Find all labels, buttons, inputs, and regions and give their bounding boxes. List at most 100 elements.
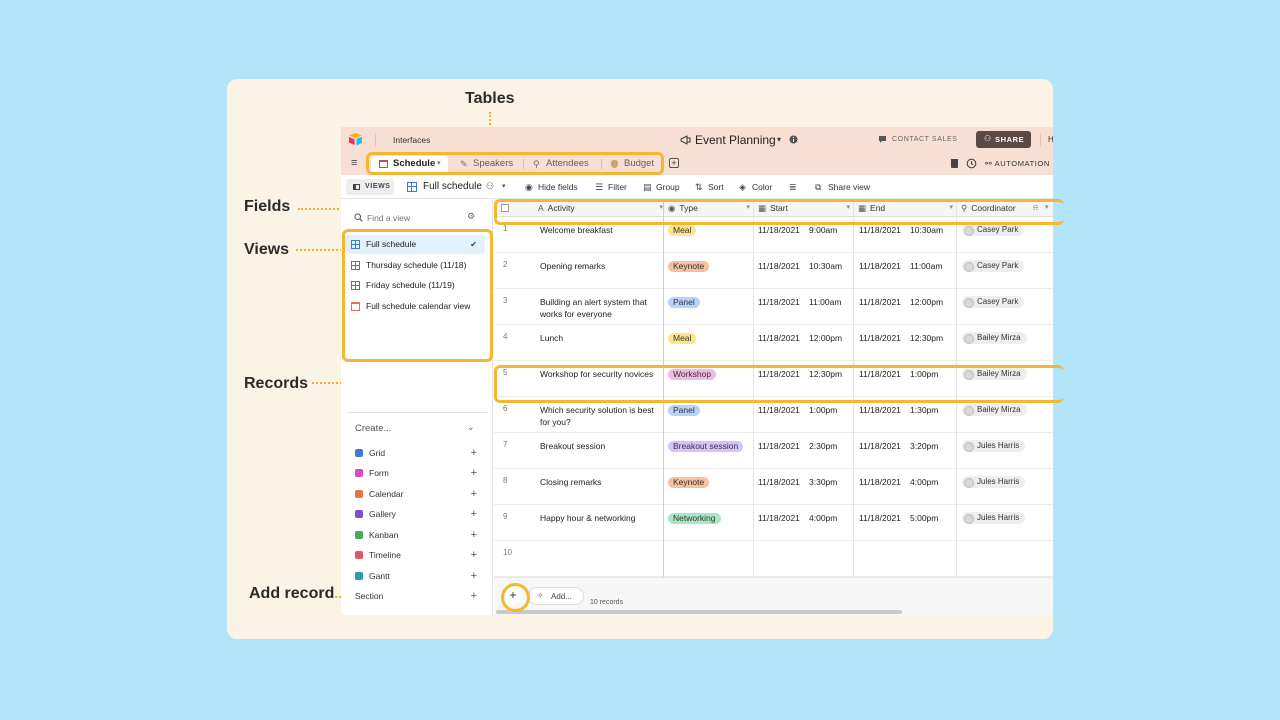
activity-cell[interactable]: Which security solution is best for you? <box>540 405 654 427</box>
create-timeline-item[interactable]: Timeline + <box>355 548 477 562</box>
base-title-chevron-icon[interactable]: ▾ <box>777 135 782 144</box>
start-time-cell[interactable]: 12:30pm <box>809 369 843 379</box>
bell-icon[interactable]: ⍾ <box>1033 203 1039 212</box>
share-button[interactable]: ⚇ SHARE <box>976 131 1031 148</box>
start-time-cell[interactable]: 10:30am <box>809 261 843 271</box>
automations-button[interactable]: ⚯ AUTOMATION <box>985 159 1050 168</box>
filter-button[interactable]: ☰ Filter <box>595 181 627 193</box>
column-header-activity[interactable]: A Activity ▾ <box>538 199 663 217</box>
type-cell[interactable]: Keynote <box>668 476 710 488</box>
coordinator-cell[interactable]: Casey Park <box>962 259 1025 272</box>
color-button[interactable]: ◈ Color <box>739 181 772 193</box>
end-time-cell[interactable]: 12:30pm <box>910 333 944 343</box>
table-row[interactable]: 9 Happy hour & networking Networking 11/18/… <box>494 505 1053 541</box>
airtable-logo-icon[interactable] <box>348 133 363 146</box>
end-time-cell[interactable]: 12:00pm <box>910 297 944 307</box>
find-view-input[interactable] <box>367 211 457 224</box>
activity-cell[interactable]: Workshop for security novices <box>540 369 654 379</box>
activity-cell[interactable]: Breakout session <box>540 441 606 451</box>
sort-button[interactable]: ⇅ Sort <box>695 181 724 193</box>
end-time-cell[interactable]: 1:30pm <box>910 405 939 415</box>
end-time-cell[interactable]: 11:00am <box>910 261 943 271</box>
plus-icon[interactable]: + <box>470 549 477 561</box>
table-row[interactable]: 5 Workshop for security novices Workshop 11… <box>494 361 1053 397</box>
plus-icon[interactable]: + <box>470 570 477 582</box>
hide-fields-button[interactable]: ◉ Hide fields <box>525 181 578 193</box>
add-table-icon[interactable]: + <box>669 158 679 168</box>
interfaces-link[interactable]: Interfaces <box>393 135 431 145</box>
start-time-cell[interactable]: 1:00pm <box>809 405 838 415</box>
column-header-coordinator[interactable]: ⚲ Coordinator ⍾ ▾ <box>961 199 1053 217</box>
table-row[interactable]: 6 Which security solution is best for you… <box>494 397 1053 433</box>
tab-schedule[interactable]: Schedule ▾ <box>371 156 448 172</box>
plus-icon[interactable]: + <box>470 447 477 459</box>
end-time-cell[interactable]: 1:00pm <box>910 369 939 379</box>
views-toggle-button[interactable]: VIEWS <box>346 179 394 195</box>
start-date-cell[interactable]: 11/18/2021 <box>758 405 800 415</box>
help-button[interactable]: H <box>1048 135 1053 144</box>
type-cell[interactable]: Keynote <box>668 260 710 272</box>
base-title[interactable]: Event Planning <box>695 133 776 147</box>
create-section-item[interactable]: Section + <box>355 589 477 603</box>
create-form-item[interactable]: Form + <box>355 466 477 480</box>
table-row[interactable]: 10 <box>494 541 1053 577</box>
start-time-cell[interactable]: 12:00pm <box>809 333 843 343</box>
view-item-thursday[interactable]: Thursday schedule (11/18) <box>345 256 485 275</box>
create-gantt-item[interactable]: Gantt + <box>355 569 477 583</box>
column-header-type[interactable]: ◉ Type ▾ <box>668 199 750 217</box>
create-grid-item[interactable]: Grid + <box>355 446 477 460</box>
coordinator-cell[interactable]: Jules Harris <box>962 439 1026 452</box>
current-view-name[interactable]: Full schedule <box>423 181 482 192</box>
end-time-cell[interactable]: 4:00pm <box>910 477 939 487</box>
type-cell[interactable]: Meal <box>668 224 697 236</box>
plus-icon[interactable]: + <box>470 488 477 500</box>
view-menu-chevron-icon[interactable]: ▾ <box>502 183 506 190</box>
tab-attendees[interactable]: ⚲ Attendees <box>524 156 599 172</box>
activity-cell[interactable]: Happy hour & networking <box>540 513 636 523</box>
column-chevron-icon[interactable]: ▾ <box>949 204 953 211</box>
table-row[interactable]: 2 Opening remarks Keynote 11/18/2021 10:30am… <box>494 253 1053 289</box>
view-item-calendar[interactable]: Full schedule calendar view <box>345 297 485 316</box>
column-chevron-icon[interactable]: ▾ <box>659 204 663 211</box>
menu-icon[interactable]: ≡ <box>351 157 358 169</box>
info-icon[interactable] <box>789 135 798 144</box>
column-chevron-icon[interactable]: ▾ <box>1045 204 1049 211</box>
column-chevron-icon[interactable]: ▾ <box>746 204 750 211</box>
type-cell[interactable]: Breakout session <box>668 440 744 452</box>
end-date-cell[interactable]: 11/18/2021 <box>859 369 901 379</box>
plus-icon[interactable]: + <box>470 508 477 520</box>
create-calendar-item[interactable]: Calendar + <box>355 487 477 501</box>
column-header-end[interactable]: ▦ End ▾ <box>858 199 953 217</box>
end-date-cell[interactable]: 11/18/2021 <box>859 333 901 343</box>
row-height-button[interactable]: ≣ <box>789 181 802 193</box>
select-all-checkbox[interactable] <box>501 204 509 212</box>
activity-cell[interactable]: Lunch <box>540 333 564 343</box>
coordinator-cell[interactable]: Bailey Mirza <box>962 403 1027 416</box>
type-cell[interactable]: Meal <box>668 332 697 344</box>
table-row[interactable]: 3 Building an alert system that works for… <box>494 289 1053 325</box>
end-date-cell[interactable]: 11/18/2021 <box>859 477 901 487</box>
type-cell[interactable]: Networking <box>668 512 721 524</box>
end-time-cell[interactable]: 3:20pm <box>910 441 939 451</box>
activity-cell[interactable]: Welcome breakfast <box>540 225 613 235</box>
start-date-cell[interactable]: 11/18/2021 <box>758 513 800 523</box>
add-with-options-button[interactable]: ✧ Add... <box>528 587 584 605</box>
plus-icon[interactable]: + <box>470 529 477 541</box>
tab-budget[interactable]: Budget <box>602 156 662 172</box>
end-date-cell[interactable]: 11/18/2021 <box>859 225 901 235</box>
plus-icon[interactable]: + <box>470 467 477 479</box>
create-gallery-item[interactable]: Gallery + <box>355 507 477 521</box>
view-item-friday[interactable]: Friday schedule (11/19) <box>345 276 485 295</box>
view-item-full-schedule[interactable]: Full schedule ✔ <box>345 235 485 254</box>
table-row[interactable]: 1 Welcome breakfast Meal 11/18/2021 9:00am 11… <box>494 217 1053 253</box>
create-chevron-icon[interactable]: ⌄ <box>467 422 475 432</box>
type-cell[interactable]: Workshop <box>668 368 717 380</box>
coordinator-cell[interactable]: Casey Park <box>962 295 1025 308</box>
start-date-cell[interactable]: 11/18/2021 <box>758 369 800 379</box>
start-date-cell[interactable]: 11/18/2021 <box>758 225 800 235</box>
start-time-cell[interactable]: 4:00pm <box>809 513 838 523</box>
start-date-cell[interactable]: 11/18/2021 <box>758 261 800 271</box>
end-time-cell[interactable]: 5:00pm <box>910 513 939 523</box>
coordinator-cell[interactable]: Jules Harris <box>962 511 1026 524</box>
activity-cell[interactable]: Closing remarks <box>540 477 602 487</box>
